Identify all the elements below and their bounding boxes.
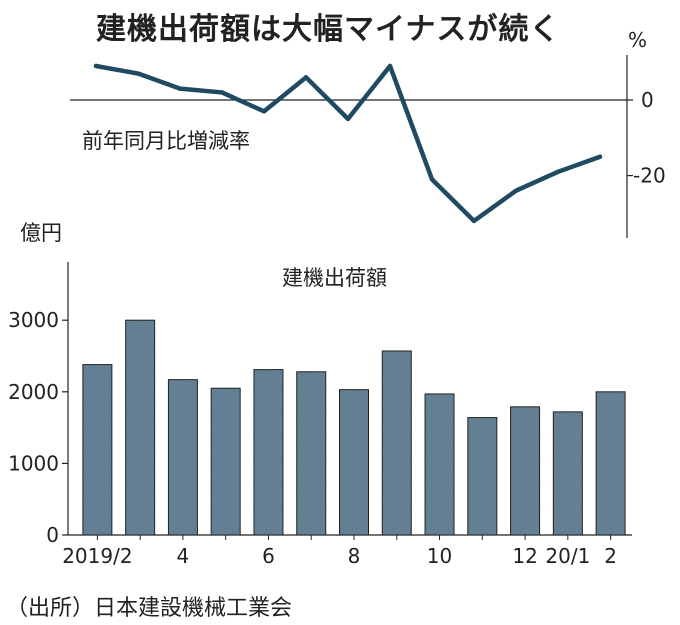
bar (167, 379, 198, 536)
line-unit-label: % (628, 28, 647, 52)
source-note: （出所）日本建設機械工業会 (6, 596, 293, 621)
bar (125, 319, 156, 536)
yoy-point (93, 63, 99, 69)
bar-x-tick-label: 8 (348, 544, 361, 568)
yoy-line-chart: % 0 -20 前年同月比増減率 (70, 28, 666, 238)
yoy-point (219, 90, 225, 95)
bar (253, 369, 284, 536)
bar (210, 387, 241, 536)
yoy-point (513, 188, 519, 193)
yoy-point (345, 116, 351, 122)
yoy-point (555, 169, 561, 175)
yoy-point (387, 63, 393, 69)
yoy-point (471, 218, 477, 224)
line-y-tick-label: -20 (633, 164, 666, 188)
line-y-tick-label: 0 (641, 88, 654, 112)
yoy-point (597, 154, 603, 159)
bar-x-tick-label: 2019/2 (62, 544, 132, 568)
bar-x-tick-label: 12 (512, 544, 537, 568)
bar (82, 364, 113, 536)
bar-x-tick-label: 6 (262, 544, 275, 568)
yoy-point (135, 71, 141, 76)
bar-y-tick-label: 2000 (8, 380, 59, 404)
bar-x-tick-label: 4 (177, 544, 190, 568)
yoy-point (177, 86, 183, 91)
bar-x-tick-label: 2 (604, 544, 617, 568)
bar (339, 389, 369, 536)
bar-y-tick-label: 0 (46, 523, 59, 547)
bar-y-tick-label: 3000 (8, 308, 59, 332)
bar-series-label: 建機出荷額 (282, 266, 387, 290)
yoy-point (429, 177, 435, 182)
yoy-point (303, 75, 309, 80)
bar (467, 417, 498, 536)
bar-y-unit-label: 億円 (20, 221, 62, 245)
bar-x-tick-label: 10 (427, 544, 452, 568)
bar-x-tick-label: 20/1 (545, 544, 590, 568)
bar (510, 406, 541, 536)
bar (552, 411, 583, 536)
bar-y-tick-label: 1000 (8, 451, 59, 475)
bar (296, 371, 327, 536)
bar (381, 350, 412, 536)
chart-title: 建機出荷額は大幅マイナスが続く (96, 12, 561, 47)
bar (424, 393, 455, 536)
bar (595, 391, 626, 536)
yoy-point (261, 109, 267, 114)
line-series-label: 前年同月比増減率 (82, 129, 250, 153)
